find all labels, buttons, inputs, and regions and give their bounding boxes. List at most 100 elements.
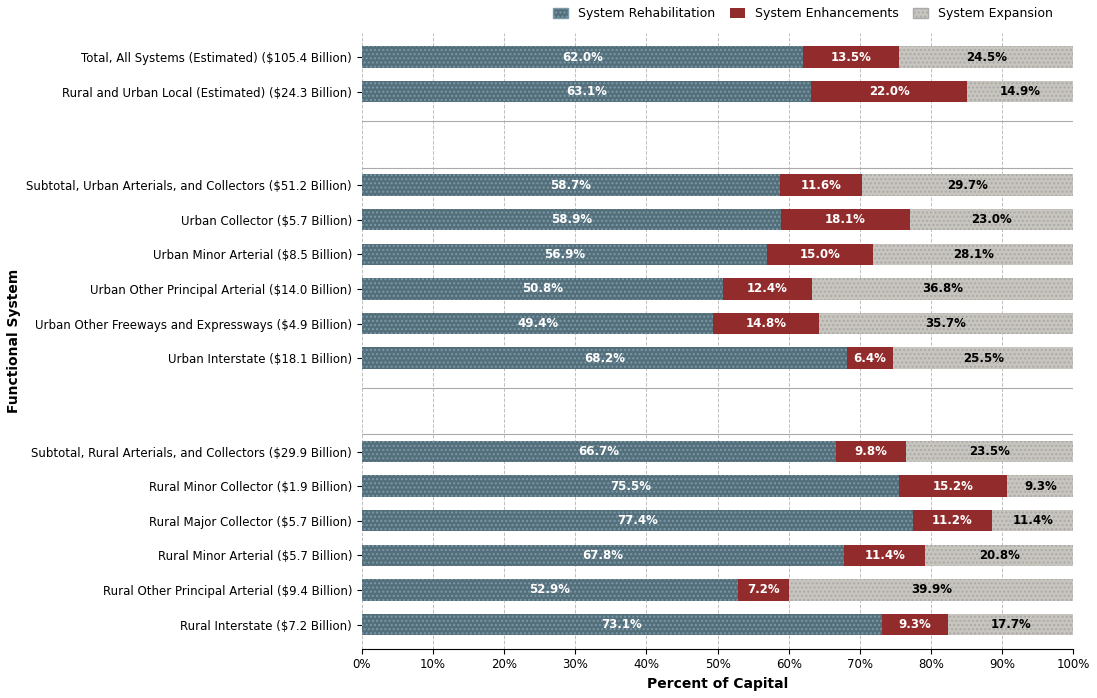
Bar — [993, 510, 1073, 531]
Text: 22.0%: 22.0% — [869, 85, 909, 98]
Bar — [362, 279, 723, 299]
Bar — [362, 313, 713, 334]
Text: 56.9%: 56.9% — [544, 248, 585, 261]
Bar — [812, 279, 1073, 299]
Text: 52.9%: 52.9% — [530, 584, 570, 597]
Bar — [362, 614, 882, 635]
Bar — [968, 81, 1073, 103]
Bar — [818, 313, 1073, 334]
Bar — [362, 441, 836, 462]
Text: 23.0%: 23.0% — [971, 214, 1011, 226]
Legend: System Rehabilitation, System Enhancements, System Expansion: System Rehabilitation, System Enhancemen… — [547, 2, 1059, 25]
Bar — [780, 174, 862, 196]
Bar — [362, 244, 767, 265]
Bar — [362, 579, 738, 601]
Bar — [362, 47, 803, 68]
Bar — [362, 475, 900, 497]
Text: 68.2%: 68.2% — [584, 352, 625, 364]
Bar — [845, 544, 926, 566]
Bar — [723, 279, 812, 299]
Bar — [948, 614, 1074, 635]
Bar — [812, 279, 1073, 299]
Text: 11.6%: 11.6% — [801, 179, 841, 192]
Text: 36.8%: 36.8% — [921, 283, 963, 295]
Bar — [803, 47, 900, 68]
Bar — [362, 279, 723, 299]
Bar — [893, 348, 1074, 369]
Text: 63.1%: 63.1% — [566, 85, 607, 98]
Bar — [362, 244, 767, 265]
Bar — [873, 244, 1073, 265]
Text: 11.4%: 11.4% — [864, 549, 905, 562]
Bar — [847, 348, 893, 369]
Text: 20.8%: 20.8% — [979, 549, 1020, 562]
Text: 15.0%: 15.0% — [800, 248, 840, 261]
Bar — [913, 510, 993, 531]
Text: 28.1%: 28.1% — [953, 248, 994, 261]
Text: 29.7%: 29.7% — [948, 179, 988, 192]
Bar — [1007, 475, 1073, 497]
Bar — [362, 579, 738, 601]
Bar — [362, 614, 882, 635]
Bar — [909, 209, 1073, 230]
Text: 73.1%: 73.1% — [601, 618, 642, 631]
Bar — [362, 174, 780, 196]
Text: 24.5%: 24.5% — [965, 51, 1007, 64]
Bar — [926, 544, 1073, 566]
Bar — [900, 475, 1007, 497]
Bar — [993, 510, 1073, 531]
Bar — [362, 81, 811, 103]
Bar — [362, 313, 713, 334]
Text: 62.0%: 62.0% — [562, 51, 603, 64]
Text: 58.7%: 58.7% — [551, 179, 591, 192]
Bar — [790, 579, 1073, 601]
Text: 39.9%: 39.9% — [911, 584, 952, 597]
Bar — [362, 510, 913, 531]
Text: 75.5%: 75.5% — [610, 480, 651, 493]
Text: 9.3%: 9.3% — [1024, 480, 1056, 493]
Bar — [818, 313, 1073, 334]
Text: 77.4%: 77.4% — [617, 514, 657, 527]
Bar — [362, 441, 836, 462]
Bar — [882, 614, 948, 635]
Bar — [362, 348, 847, 369]
Bar — [362, 544, 845, 566]
Text: 15.2%: 15.2% — [932, 480, 973, 493]
Bar — [926, 544, 1073, 566]
Text: 14.9%: 14.9% — [999, 85, 1041, 98]
Bar — [362, 81, 811, 103]
Text: 14.8%: 14.8% — [746, 317, 787, 330]
X-axis label: Percent of Capital: Percent of Capital — [647, 677, 789, 691]
Text: 18.1%: 18.1% — [825, 214, 866, 226]
Bar — [362, 348, 847, 369]
Bar — [362, 174, 780, 196]
Text: 17.7%: 17.7% — [991, 618, 1031, 631]
Bar — [906, 441, 1073, 462]
Text: 9.3%: 9.3% — [898, 618, 931, 631]
Bar — [362, 47, 803, 68]
Text: 25.5%: 25.5% — [963, 352, 1004, 364]
Bar — [862, 174, 1073, 196]
Bar — [362, 209, 781, 230]
Bar — [362, 510, 913, 531]
Bar — [900, 47, 1073, 68]
Bar — [948, 614, 1074, 635]
Text: 9.8%: 9.8% — [855, 445, 887, 458]
Text: 49.4%: 49.4% — [517, 317, 558, 330]
Text: 11.4%: 11.4% — [1013, 514, 1053, 527]
Text: 50.8%: 50.8% — [522, 283, 563, 295]
Text: 58.9%: 58.9% — [551, 214, 592, 226]
Bar — [873, 244, 1073, 265]
Text: 66.7%: 66.7% — [578, 445, 620, 458]
Text: 67.8%: 67.8% — [583, 549, 623, 562]
Bar — [362, 544, 845, 566]
Bar — [968, 81, 1073, 103]
Bar — [790, 579, 1073, 601]
Bar — [1007, 475, 1073, 497]
Bar — [362, 475, 900, 497]
Bar — [862, 174, 1073, 196]
Y-axis label: Functional System: Functional System — [7, 269, 21, 413]
Bar — [713, 313, 818, 334]
Text: 13.5%: 13.5% — [830, 51, 871, 64]
Text: 6.4%: 6.4% — [853, 352, 886, 364]
